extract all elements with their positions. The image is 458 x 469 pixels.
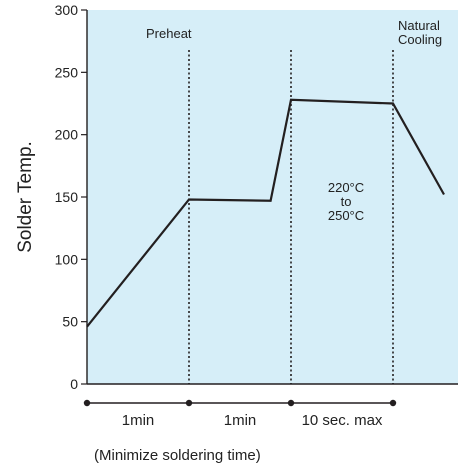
timeline-marker-3: [389, 399, 397, 407]
footnote: (Minimize soldering time): [94, 447, 261, 464]
natural-cooling-label-line1: Natural: [398, 18, 440, 33]
timeline-label-1: 1min: [122, 412, 155, 429]
y-axis-title: Solder Temp.: [15, 141, 36, 253]
y-tick-label-100: 100: [55, 251, 79, 267]
timeline-marker-0: [83, 399, 91, 407]
timeline-marker-2: [287, 399, 295, 407]
y-tick-label-0: 0: [70, 376, 78, 392]
timeline: 1min 1min 10 sec. max: [83, 399, 397, 429]
y-ticks: 0 50 100 150 200 250 300: [55, 2, 87, 392]
timeline-marker-1: [185, 399, 193, 407]
timeline-label-2: 1min: [224, 412, 257, 429]
timeline-label-3: 10 sec. max: [302, 412, 383, 429]
temperature-profile-line: [86, 98, 445, 328]
y-tick-label-250: 250: [55, 64, 79, 80]
peak-range-label-line3: 250°C: [328, 208, 364, 223]
preheat-label: Preheat: [146, 26, 192, 41]
y-tick-label-50: 50: [62, 314, 78, 330]
peak-range-label-line2: to: [341, 194, 352, 209]
y-tick-label-200: 200: [55, 127, 79, 143]
plot-area: [87, 10, 458, 384]
peak-range-label-line1: 220°C: [328, 180, 364, 195]
natural-cooling-label-line2: Cooling: [398, 32, 442, 47]
y-tick-label-300: 300: [55, 2, 79, 18]
y-tick-label-150: 150: [55, 189, 79, 205]
